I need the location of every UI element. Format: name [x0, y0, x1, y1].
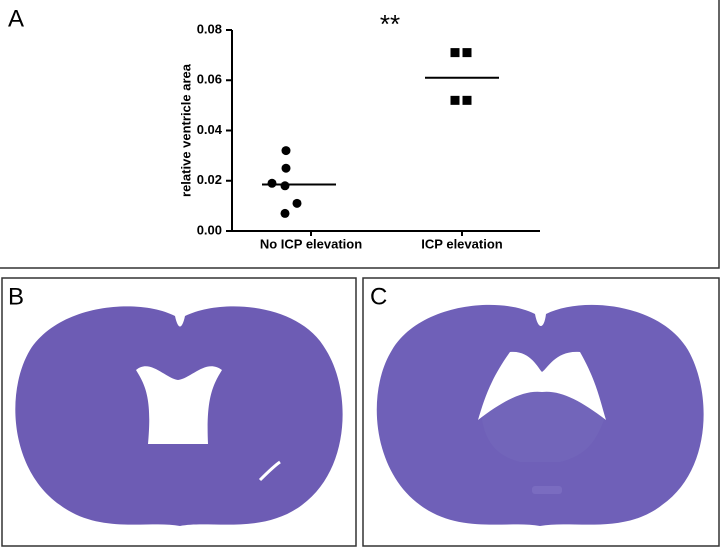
- panel-a-frame: [0, 0, 720, 269]
- y-tick-label: 0.00: [197, 222, 222, 237]
- panel-label: B: [8, 283, 24, 310]
- data-point: [450, 95, 460, 105]
- x-tick-label: No ICP elevation: [260, 236, 362, 251]
- data-point: [280, 181, 290, 191]
- data-point: [280, 208, 290, 218]
- data-point: [462, 95, 472, 105]
- panel-b-frame: [1, 277, 357, 547]
- data-point: [292, 198, 302, 208]
- annotation: **: [380, 9, 400, 39]
- y-tick-label: 0.08: [197, 21, 222, 36]
- data-point: [462, 48, 472, 58]
- y-tick-label: 0.06: [197, 72, 222, 87]
- panel-label: A: [8, 5, 24, 32]
- data-point: [281, 146, 291, 156]
- y-tick-label: 0.02: [197, 172, 222, 187]
- y-axis-label: relative ventricle area: [178, 63, 193, 197]
- x-tick-label: ICP elevation: [421, 236, 502, 251]
- data-point: [267, 178, 277, 188]
- panel-label: C: [370, 283, 387, 310]
- data-point: [450, 48, 460, 58]
- panel-c-frame: [362, 277, 720, 547]
- brain-section-b: [15, 306, 343, 526]
- brain-section-c: [376, 304, 704, 526]
- data-point: [281, 163, 291, 173]
- y-tick-label: 0.04: [197, 122, 223, 137]
